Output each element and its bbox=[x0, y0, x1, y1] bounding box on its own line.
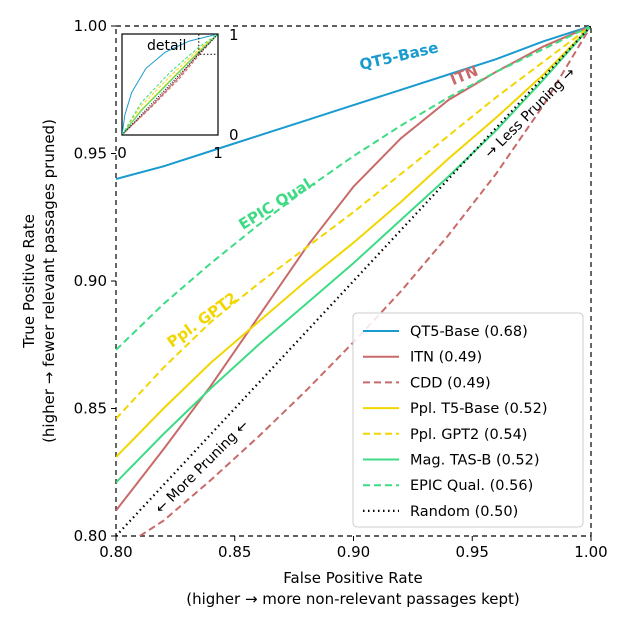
ticks-layer: 0.80 0.85 0.90 0.95 1.00 0.80 0.85 0.90 0.95 1.00 bbox=[74, 17, 608, 561]
inset-line-cdd bbox=[122, 34, 218, 135]
inset-x-tick-0: 0 bbox=[117, 144, 127, 162]
x-tick-label: 0.85 bbox=[218, 543, 251, 561]
y-axis-title: True Positive Rate bbox=[20, 214, 38, 349]
x-tick-label: 1.00 bbox=[574, 543, 607, 561]
legend-item-random: Random (0.50) bbox=[363, 504, 518, 520]
legend-label: ITN (0.49) bbox=[410, 350, 482, 366]
inset-y-tick-1: 1 bbox=[229, 26, 239, 44]
annotation-ppl-gpt2: Ppl. GPT2 bbox=[164, 289, 241, 352]
inset-line-random bbox=[122, 34, 218, 135]
legend-label: Random (0.50) bbox=[410, 504, 518, 520]
inset-x-tick-1: 1 bbox=[213, 144, 223, 162]
x-axis-subtitle: (higher → more non-relevant passages kep… bbox=[186, 590, 519, 608]
annotation-qt5-base: QT5-Base bbox=[358, 38, 440, 74]
series-line-qt5-base bbox=[116, 26, 591, 180]
x-tick-label: 0.95 bbox=[456, 543, 489, 561]
annotation-more-pruning: ← More Pruning ← bbox=[152, 417, 252, 517]
legend-item-itn: ITN (0.49) bbox=[363, 350, 482, 366]
y-tick-label: 0.90 bbox=[74, 272, 107, 290]
y-tick-label: 0.85 bbox=[74, 400, 107, 418]
series-line-random bbox=[116, 26, 591, 536]
inset: detail 0 1 0 1 bbox=[117, 26, 238, 162]
legend-label: Ppl. T5-Base (0.52) bbox=[410, 401, 548, 417]
legend-item-epic-qual: EPIC Qual. (0.56) bbox=[363, 478, 533, 494]
legend-item-ppl-t5-base: Ppl. T5-Base (0.52) bbox=[363, 401, 548, 417]
legend-item-ppl-gpt2: Ppl. GPT2 (0.54) bbox=[363, 427, 527, 443]
series-line-epic-qual bbox=[116, 26, 591, 351]
y-tick-label: 0.80 bbox=[74, 527, 107, 545]
y-tick-label: 1.00 bbox=[74, 17, 107, 35]
legend: QT5-Base (0.68) ITN (0.49) CDD (0.49) Ppl. … bbox=[352, 312, 584, 528]
inset-line-mag-tas-b bbox=[122, 34, 218, 135]
series-layer bbox=[116, 26, 591, 536]
legend-label: Ppl. GPT2 (0.54) bbox=[410, 427, 527, 443]
y-axis-subtitle: (higher → fewer relevant passages pruned… bbox=[40, 119, 58, 443]
inset-lines bbox=[122, 34, 218, 135]
inset-line-ppl-gpt2 bbox=[122, 34, 218, 135]
inset-line-epic-qual bbox=[122, 34, 218, 135]
inset-y-tick-0: 0 bbox=[229, 126, 239, 144]
annotation-epic-qual: EPIC Qual. bbox=[235, 172, 319, 234]
legend-label: CDD (0.49) bbox=[410, 375, 491, 391]
x-tick-label: 0.90 bbox=[337, 543, 370, 561]
series-line-mag-tas-b bbox=[116, 26, 591, 484]
x-axis-title: False Positive Rate bbox=[283, 569, 422, 587]
y-tick-label: 0.95 bbox=[74, 145, 107, 163]
legend-box bbox=[352, 312, 584, 528]
legend-item-qt5-base: QT5-Base (0.68) bbox=[363, 324, 528, 340]
x-tick-label: 0.80 bbox=[99, 543, 132, 561]
legend-label: QT5-Base (0.68) bbox=[410, 324, 528, 340]
series-line-ppl-t5-base bbox=[116, 26, 591, 458]
legend-label: Mag. TAS-B (0.52) bbox=[410, 453, 540, 469]
inset-detail-box bbox=[198, 33, 219, 55]
annotation-less-pruning: → Less Pruning → bbox=[482, 65, 579, 162]
inset-line-qt5-base bbox=[122, 34, 218, 135]
series-line-ppl-gpt2 bbox=[116, 26, 591, 420]
legend-item-cdd: CDD (0.49) bbox=[363, 375, 491, 391]
inset-detail-label: detail bbox=[147, 38, 186, 54]
legend-label: EPIC Qual. (0.56) bbox=[410, 478, 533, 494]
legend-item-mag-tas-b: Mag. TAS-B (0.52) bbox=[363, 453, 540, 469]
